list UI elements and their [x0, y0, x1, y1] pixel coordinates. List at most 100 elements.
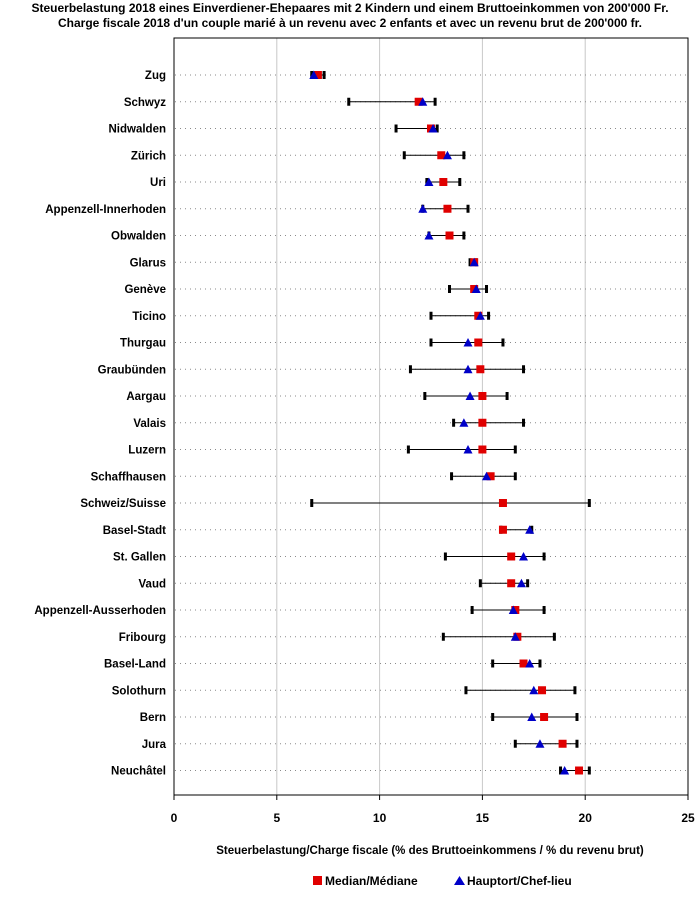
range-max-cap: [435, 124, 439, 133]
range-min-cap: [491, 659, 495, 668]
median-marker: [474, 338, 483, 347]
category-label: Thurgau: [120, 338, 166, 350]
legend-median-label: Median/Médiane: [325, 874, 418, 888]
category-label: Graubünden: [98, 364, 166, 376]
median-marker: [575, 766, 584, 775]
hauptort-marker: [516, 578, 526, 588]
category-label: Schwyz: [124, 97, 166, 109]
median-marker: [439, 178, 448, 186]
range-min-cap: [559, 766, 563, 775]
median-marker: [476, 365, 485, 374]
category-label: Zug: [145, 70, 166, 82]
range-max-cap: [573, 686, 577, 695]
hauptort-marker: [428, 124, 438, 133]
range-max-cap: [505, 392, 509, 400]
median-marker: [486, 472, 495, 481]
range-max-cap: [462, 231, 466, 240]
hauptort-marker: [309, 70, 319, 79]
range-max-cap: [538, 659, 542, 668]
median-marker: [414, 97, 423, 106]
x-tick-label: 10: [373, 811, 387, 825]
range-max-cap: [587, 499, 591, 507]
range-min-cap: [423, 392, 427, 400]
category-label: Uri: [150, 177, 166, 189]
median-marker: [437, 151, 446, 160]
category-label: Obwalden: [111, 231, 166, 243]
range-min-cap: [452, 418, 456, 427]
range-max-cap: [513, 472, 517, 481]
category-label: Jura: [142, 739, 167, 751]
hauptort-marker: [560, 766, 570, 775]
median-marker: [478, 445, 487, 454]
grid-layer: [276, 38, 586, 795]
category-label: Appenzell-Ausserhoden: [34, 605, 166, 617]
range-max-cap: [526, 579, 530, 588]
range-min-cap: [406, 445, 410, 454]
median-marker: [507, 552, 516, 561]
category-label: Zürich: [131, 150, 166, 162]
legend-median-marker: [313, 876, 322, 885]
legend-hauptort-label: Hauptort/Chef-lieu: [467, 874, 572, 888]
hauptort-marker: [535, 739, 545, 748]
range-max-cap: [322, 71, 326, 79]
range-max-cap: [575, 713, 579, 721]
category-label: Solothurn: [112, 685, 166, 697]
hauptort-marker: [527, 712, 537, 721]
hauptort-marker: [510, 632, 520, 641]
range-max-cap: [458, 178, 462, 186]
category-label: Appenzell-Innerhoden: [45, 204, 166, 216]
hauptort-marker: [519, 552, 529, 561]
hauptort-marker: [463, 445, 473, 454]
range-min-cap: [310, 499, 314, 507]
category-label: Luzern: [128, 445, 166, 457]
range-max-cap: [542, 606, 546, 614]
hauptort-marker: [475, 311, 485, 320]
category-label: St. Gallen: [113, 552, 166, 564]
hauptort-marker: [424, 231, 434, 240]
range-min-cap: [429, 338, 433, 347]
category-label: Basel-Land: [104, 659, 166, 671]
range-min-cap: [464, 686, 468, 695]
median-marker: [538, 686, 547, 695]
category-label: Vaud: [139, 578, 166, 590]
range-max-cap: [513, 445, 517, 454]
median-marker: [540, 713, 549, 721]
range-min-cap: [408, 365, 412, 374]
hauptort-marker: [525, 525, 535, 534]
hauptort-marker: [418, 204, 428, 213]
x-tick-label: 20: [579, 811, 593, 825]
hauptort-marker: [459, 418, 469, 427]
range-max-cap: [433, 97, 437, 106]
hauptort-marker: [482, 471, 492, 481]
hauptort-marker: [465, 391, 475, 400]
category-label: Nidwalden: [108, 124, 166, 136]
range-max-cap: [466, 204, 470, 213]
range-min-cap: [478, 579, 482, 588]
x-axis-title: Steuerbelastung/Charge fiscale (% des Br…: [216, 845, 644, 857]
median-marker: [443, 204, 452, 213]
x-axis: 0 5 10 15 20 25: [171, 795, 695, 825]
range-min-cap: [468, 258, 472, 267]
hauptort-marker: [463, 338, 473, 347]
median-marker: [519, 659, 528, 668]
range-min-cap: [429, 311, 433, 320]
range-min-cap: [394, 124, 398, 133]
category-label: Glarus: [130, 257, 166, 269]
category-label: Ticino: [132, 311, 166, 323]
category-label: Aargau: [126, 391, 166, 403]
range-max-cap: [587, 766, 591, 775]
range-max-cap: [522, 365, 526, 374]
range-min-cap: [443, 552, 447, 561]
range-min-cap: [441, 632, 445, 641]
category-label: Neuchâtel: [111, 766, 166, 778]
category-label: Bern: [140, 712, 166, 724]
hauptort-marker: [442, 150, 452, 160]
x-tick-label: 0: [171, 811, 178, 825]
x-tick-label: 5: [273, 811, 280, 825]
category-label: Schaffhausen: [91, 471, 166, 483]
range-min-cap: [450, 472, 454, 481]
hauptort-marker: [471, 284, 481, 293]
hauptort-marker: [418, 97, 428, 106]
